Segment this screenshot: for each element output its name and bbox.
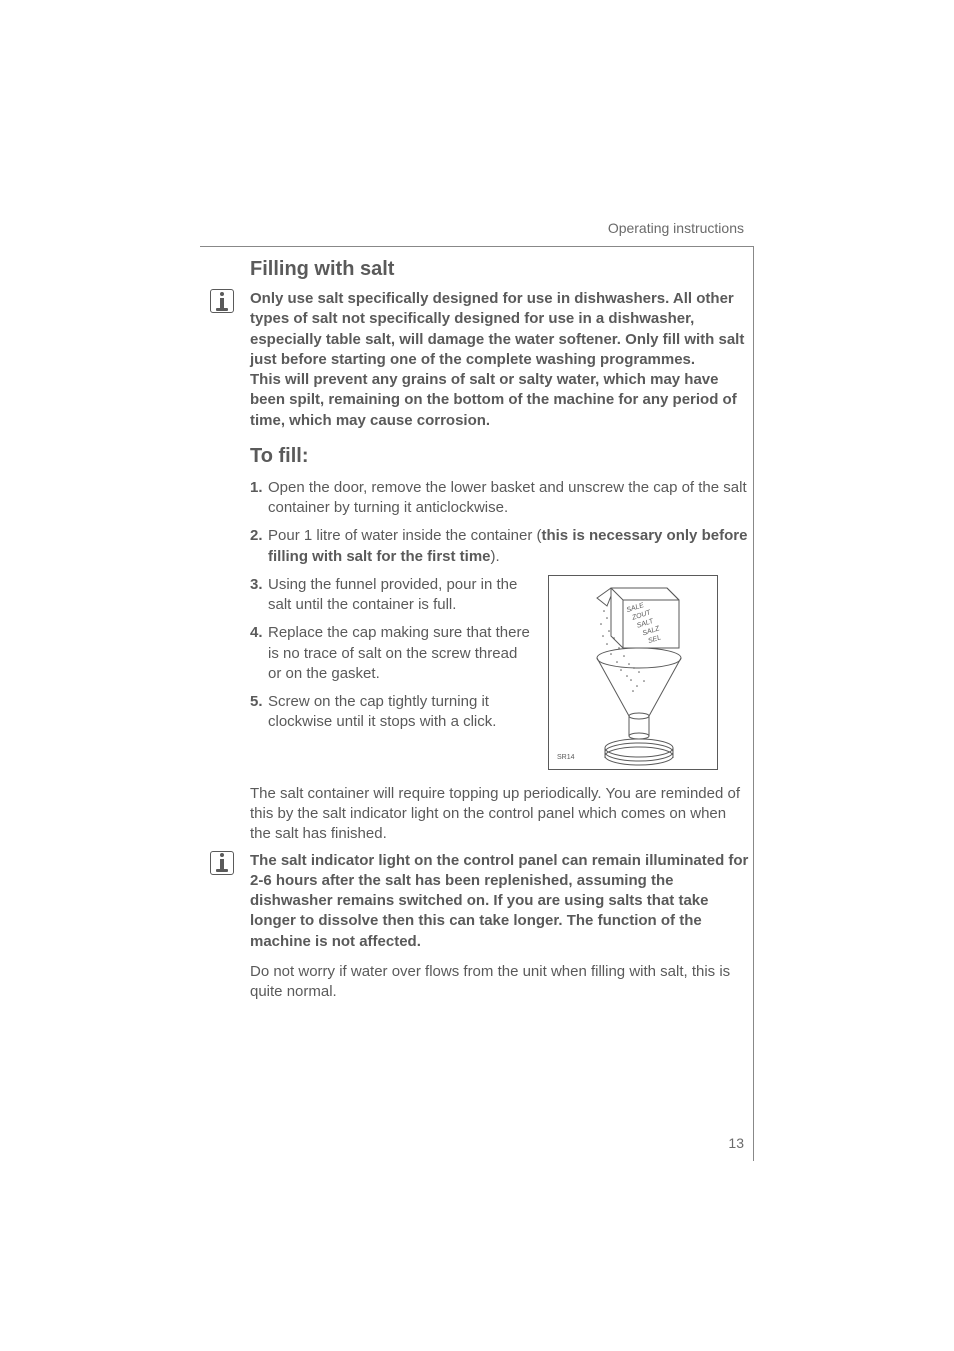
steps-with-illustration: 3. Using the funnel provided, pour in th… — [250, 575, 750, 770]
step-text: Replace the cap making sure that there i… — [268, 624, 530, 682]
box-label: SEL — [647, 634, 662, 645]
info-icon — [210, 851, 234, 875]
info-icon — [210, 289, 234, 313]
step-2: 2. Pour 1 litre of water inside the cont… — [250, 526, 750, 567]
page-content: Filling with salt Only use salt specific… — [250, 258, 750, 1008]
warning-text: Only use salt specifically designed for … — [250, 289, 750, 431]
section-title-tofill: To fill: — [250, 445, 750, 468]
step-text: Screw on the cap tightly turning it cloc… — [268, 693, 496, 730]
illustration-label: SR14 — [557, 754, 575, 761]
step-4: 4. Replace the cap making sure that ther… — [250, 623, 530, 684]
vertical-rule-right — [753, 246, 754, 1161]
step-num: 3. — [250, 575, 263, 595]
body-paragraph-2: Do not worry if water over flows from th… — [250, 962, 750, 1003]
body-paragraph-1: The salt container will require topping … — [250, 784, 750, 845]
salt-funnel-illustration: SALE ZOUT SALT SALZ SEL — [548, 575, 718, 770]
funnel-svg: SALE ZOUT SALT SALZ SEL — [549, 576, 719, 771]
step-num: 1. — [250, 478, 263, 498]
step-num: 4. — [250, 623, 263, 643]
step-num: 2. — [250, 526, 263, 546]
step-text-prefix: Pour 1 litre of water inside the contain… — [268, 527, 541, 544]
step-5: 5. Screw on the cap tightly turning it c… — [250, 692, 530, 733]
section-title-filling: Filling with salt — [250, 258, 750, 281]
step-1: 1. Open the door, remove the lower baske… — [250, 478, 750, 519]
step-text: Open the door, remove the lower basket a… — [268, 479, 747, 516]
step-text: Using the funnel provided, pour in the s… — [268, 576, 517, 613]
step-text-suffix: ). — [491, 548, 500, 565]
info-bold-block: The salt indicator light on the control … — [250, 851, 750, 952]
horizontal-rule — [200, 246, 754, 247]
running-head: Operating instructions — [608, 220, 744, 236]
step-num: 5. — [250, 692, 263, 712]
step-3: 3. Using the funnel provided, pour in th… — [250, 575, 530, 616]
page-number: 13 — [728, 1135, 744, 1151]
